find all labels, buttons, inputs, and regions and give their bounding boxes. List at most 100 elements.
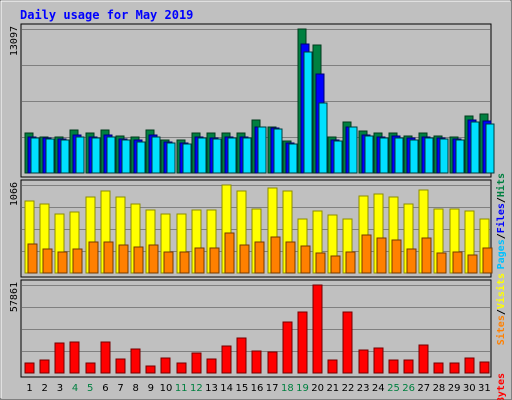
- bar-pages-day-15: [242, 137, 252, 174]
- bar-sites-day-6: [103, 241, 114, 274]
- bar-kbytes-day-7: [115, 358, 126, 374]
- x-tick-label-day-7: 7: [117, 383, 123, 394]
- y-max-label: 13097: [9, 26, 20, 56]
- legend-visits-sites: Sites/Visits: [495, 273, 507, 345]
- bar-sites-day-11: [179, 251, 190, 274]
- bar-kbytes-day-6: [100, 341, 111, 374]
- bar-pages-day-13: [212, 138, 222, 174]
- bar-kbytes-day-21: [327, 359, 338, 374]
- bar-kbytes-day-1: [24, 362, 35, 374]
- bar-sites-day-25: [391, 239, 402, 274]
- bar-pages-day-1: [30, 137, 40, 174]
- bar-pages-day-25: [394, 137, 404, 174]
- bar-pages-day-9: [151, 136, 161, 174]
- bar-sites-day-26: [406, 248, 417, 274]
- legend-entry: Visits: [495, 273, 507, 309]
- bar-kbytes-day-31: [479, 361, 490, 374]
- bar-pages-day-31: [485, 123, 495, 174]
- bar-kbytes-day-2: [39, 359, 50, 374]
- legend-entry: /: [496, 197, 507, 203]
- bar-sites-day-23: [361, 234, 372, 274]
- bar-pages-day-18: [288, 143, 298, 174]
- bar-pages-day-22: [348, 126, 358, 174]
- legend-entry: /: [496, 233, 507, 239]
- bar-kbytes-day-30: [464, 357, 475, 374]
- x-tick-label-day-11: 11: [175, 383, 188, 394]
- bar-pages-day-10: [166, 142, 176, 174]
- x-tick-label-day-1: 1: [26, 383, 32, 394]
- x-tick-label-day-27: 27: [417, 383, 430, 394]
- bar-pages-day-26: [409, 139, 419, 174]
- bar-sites-day-1: [27, 243, 38, 274]
- bar-sites-day-21: [330, 255, 341, 274]
- x-tick-label-day-29: 29: [448, 383, 461, 394]
- bar-sites-day-3: [57, 251, 68, 274]
- bar-sites-day-13: [209, 247, 220, 274]
- x-tick-label-day-22: 22: [342, 383, 355, 394]
- bar-kbytes-day-19: [297, 311, 308, 374]
- bar-sites-day-16: [254, 241, 265, 274]
- bar-sites-day-31: [482, 247, 493, 274]
- bar-pages-day-24: [379, 137, 389, 174]
- bar-kbytes-day-28: [433, 362, 444, 374]
- bar-pages-day-27: [424, 137, 434, 174]
- x-tick-label-day-20: 20: [311, 383, 324, 394]
- bar-pages-day-2: [45, 138, 55, 174]
- bar-kbytes-day-27: [418, 344, 429, 374]
- bar-sites-day-10: [163, 251, 174, 274]
- panel-visits-sites: 1066 Sites/Visits: [9, 179, 507, 345]
- bar-pages-day-17: [273, 128, 283, 174]
- x-tick-label-day-12: 12: [190, 383, 203, 394]
- bar-pages-day-5: [91, 137, 101, 174]
- x-tick-label-day-9: 9: [148, 383, 154, 394]
- bar-sites-day-19: [300, 245, 311, 274]
- x-tick-label-day-24: 24: [372, 383, 385, 394]
- x-tick-label-day-15: 15: [235, 383, 248, 394]
- bar-sites-day-29: [452, 251, 463, 274]
- bar-kbytes-day-29: [449, 362, 460, 374]
- bar-sites-day-17: [270, 236, 281, 274]
- bar-sites-day-8: [133, 246, 144, 274]
- x-tick-label-day-31: 31: [478, 383, 491, 394]
- x-tick-label-day-18: 18: [281, 383, 294, 394]
- bar-kbytes-day-8: [130, 348, 141, 374]
- bar-pages-day-11: [182, 143, 192, 174]
- bar-pages-day-4: [75, 136, 85, 174]
- bar-sites-day-20: [315, 252, 326, 274]
- bar-kbytes-day-26: [403, 359, 414, 374]
- bar-kbytes-day-24: [373, 347, 384, 374]
- bar-sites-day-5: [88, 241, 99, 274]
- x-tick-label-day-16: 16: [251, 383, 264, 394]
- bar-sites-day-9: [148, 244, 159, 274]
- x-tick-label-day-8: 8: [133, 383, 139, 394]
- bar-sites-day-22: [345, 251, 356, 274]
- bar-pages-day-8: [136, 141, 146, 174]
- x-tick-label-day-21: 21: [326, 383, 339, 394]
- legend-kbytes: KBytes: [496, 373, 507, 400]
- bar-sites-day-30: [467, 254, 478, 274]
- chart-title: Daily usage for May 2019: [20, 8, 193, 22]
- x-tick-label-day-17: 17: [266, 383, 279, 394]
- bar-kbytes-day-17: [267, 351, 278, 374]
- x-tick-label-day-3: 3: [57, 383, 63, 394]
- bar-kbytes-day-16: [251, 350, 262, 374]
- bar-sites-day-12: [194, 247, 205, 274]
- y-max-label: 1066: [9, 182, 20, 206]
- bar-kbytes-day-3: [54, 342, 65, 374]
- bar-kbytes-day-4: [69, 341, 80, 374]
- x-tick-label-day-19: 19: [296, 383, 309, 394]
- bar-sites-day-4: [72, 248, 83, 274]
- bar-sites-day-7: [118, 244, 129, 274]
- y-max-label: 57861: [9, 282, 20, 312]
- bar-pages-day-16: [257, 126, 267, 174]
- bar-pages-day-23: [364, 135, 374, 174]
- x-tick-label-day-10: 10: [160, 383, 173, 394]
- bar-pages-day-21: [333, 140, 343, 174]
- legend-entry: Files: [495, 203, 507, 233]
- bar-kbytes-day-23: [358, 349, 369, 374]
- bar-pages-day-6: [106, 136, 116, 174]
- bar-sites-day-24: [376, 237, 387, 274]
